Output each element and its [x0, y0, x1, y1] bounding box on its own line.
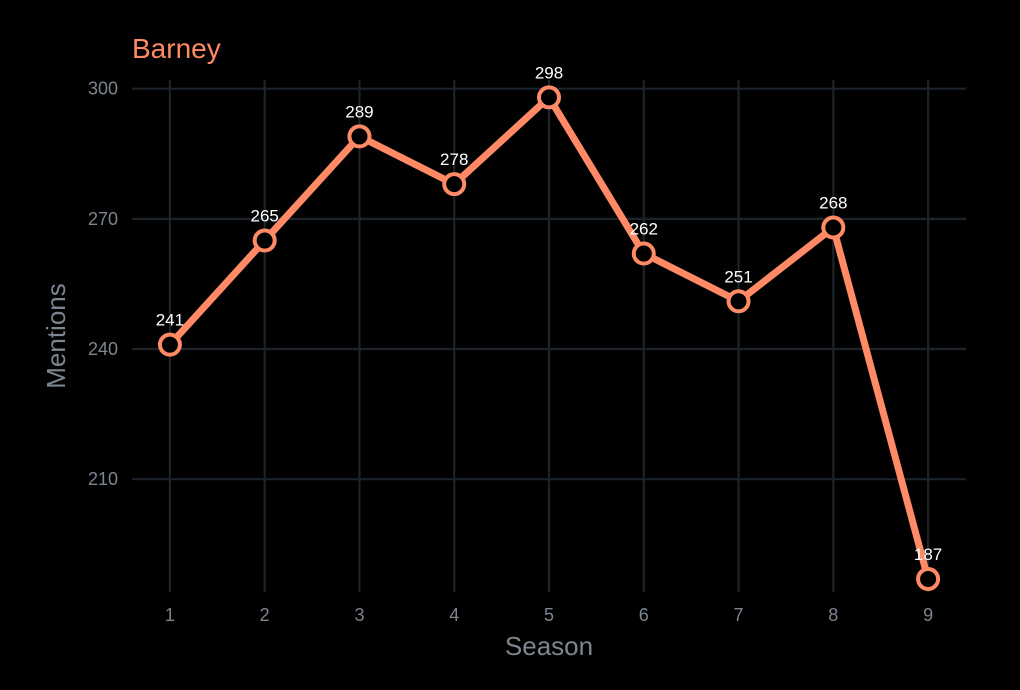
grid-lines — [132, 80, 966, 592]
x-tick-label: 4 — [449, 605, 459, 625]
data-point — [537, 85, 561, 110]
y-tick-label: 300 — [88, 79, 118, 99]
x-tick-label: 3 — [354, 605, 364, 625]
data-label: 289 — [345, 102, 373, 121]
data-label: 265 — [250, 207, 278, 226]
x-tick-label: 5 — [544, 605, 554, 625]
x-tick-label: 2 — [260, 605, 270, 625]
y-tick-label: 240 — [88, 339, 118, 359]
data-point — [631, 241, 656, 266]
data-point — [821, 215, 846, 240]
x-tick-label: 8 — [828, 605, 838, 625]
x-tick-label: 6 — [639, 605, 649, 625]
y-axis-label: Mentions — [41, 283, 71, 389]
data-labels: 241 265 289 278 298 262 251 268 187 — [156, 63, 943, 564]
data-points — [157, 85, 941, 591]
data-label: 187 — [914, 545, 942, 564]
data-label: 298 — [535, 63, 563, 82]
data-point — [916, 566, 941, 591]
data-point — [252, 228, 277, 253]
data-point — [442, 172, 467, 197]
y-tick-label: 210 — [88, 469, 118, 489]
chart-title: Barney — [132, 33, 221, 64]
data-label: 262 — [630, 220, 658, 239]
x-axis-ticks: 1 2 3 4 5 6 7 8 9 — [165, 605, 933, 625]
data-point — [726, 289, 751, 314]
data-label: 278 — [440, 150, 468, 169]
x-axis-label: Season — [505, 631, 593, 661]
data-point — [347, 124, 372, 149]
data-label: 268 — [819, 194, 847, 213]
data-point — [157, 332, 182, 357]
x-tick-label: 9 — [923, 605, 933, 625]
y-tick-label: 270 — [88, 209, 118, 229]
x-tick-label: 7 — [734, 605, 744, 625]
data-label: 251 — [724, 267, 752, 286]
y-axis-ticks: 210 240 270 300 — [88, 79, 118, 490]
x-tick-label: 1 — [165, 605, 175, 625]
data-label: 241 — [156, 311, 184, 330]
